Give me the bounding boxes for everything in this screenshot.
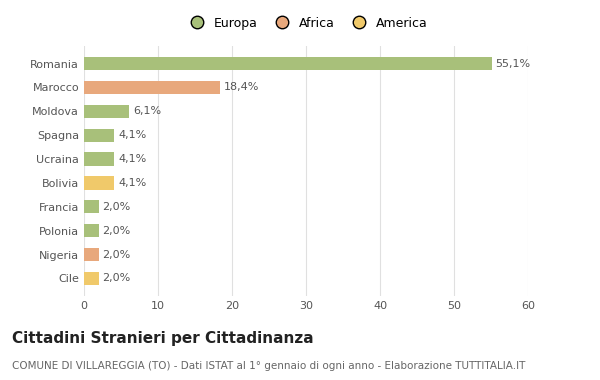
Bar [84,152,115,166]
Text: 4,1%: 4,1% [118,130,146,140]
Bar [84,81,220,94]
Bar [84,57,492,70]
Bar [84,128,115,142]
Text: 2,0%: 2,0% [103,226,131,236]
Bar [84,224,99,237]
Bar [84,105,129,118]
Text: 2,0%: 2,0% [103,250,131,260]
Legend: Europa, Africa, America: Europa, Africa, America [179,12,433,35]
Bar [84,272,99,285]
Text: 2,0%: 2,0% [103,274,131,283]
Text: 2,0%: 2,0% [103,202,131,212]
Text: 55,1%: 55,1% [496,59,530,68]
Text: 4,1%: 4,1% [118,154,146,164]
Text: COMUNE DI VILLAREGGIA (TO) - Dati ISTAT al 1° gennaio di ogni anno - Elaborazion: COMUNE DI VILLAREGGIA (TO) - Dati ISTAT … [12,361,526,371]
Text: 4,1%: 4,1% [118,178,146,188]
Text: 18,4%: 18,4% [224,82,259,92]
Bar [84,200,99,214]
Text: Cittadini Stranieri per Cittadinanza: Cittadini Stranieri per Cittadinanza [12,331,314,345]
Bar [84,176,115,190]
Bar [84,248,99,261]
Text: 6,1%: 6,1% [133,106,161,116]
